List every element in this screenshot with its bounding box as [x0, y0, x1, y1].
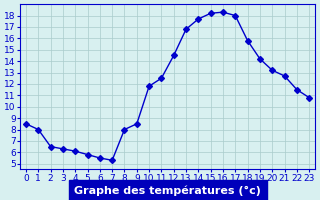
X-axis label: Graphe des températures (°c): Graphe des températures (°c)	[74, 185, 261, 196]
